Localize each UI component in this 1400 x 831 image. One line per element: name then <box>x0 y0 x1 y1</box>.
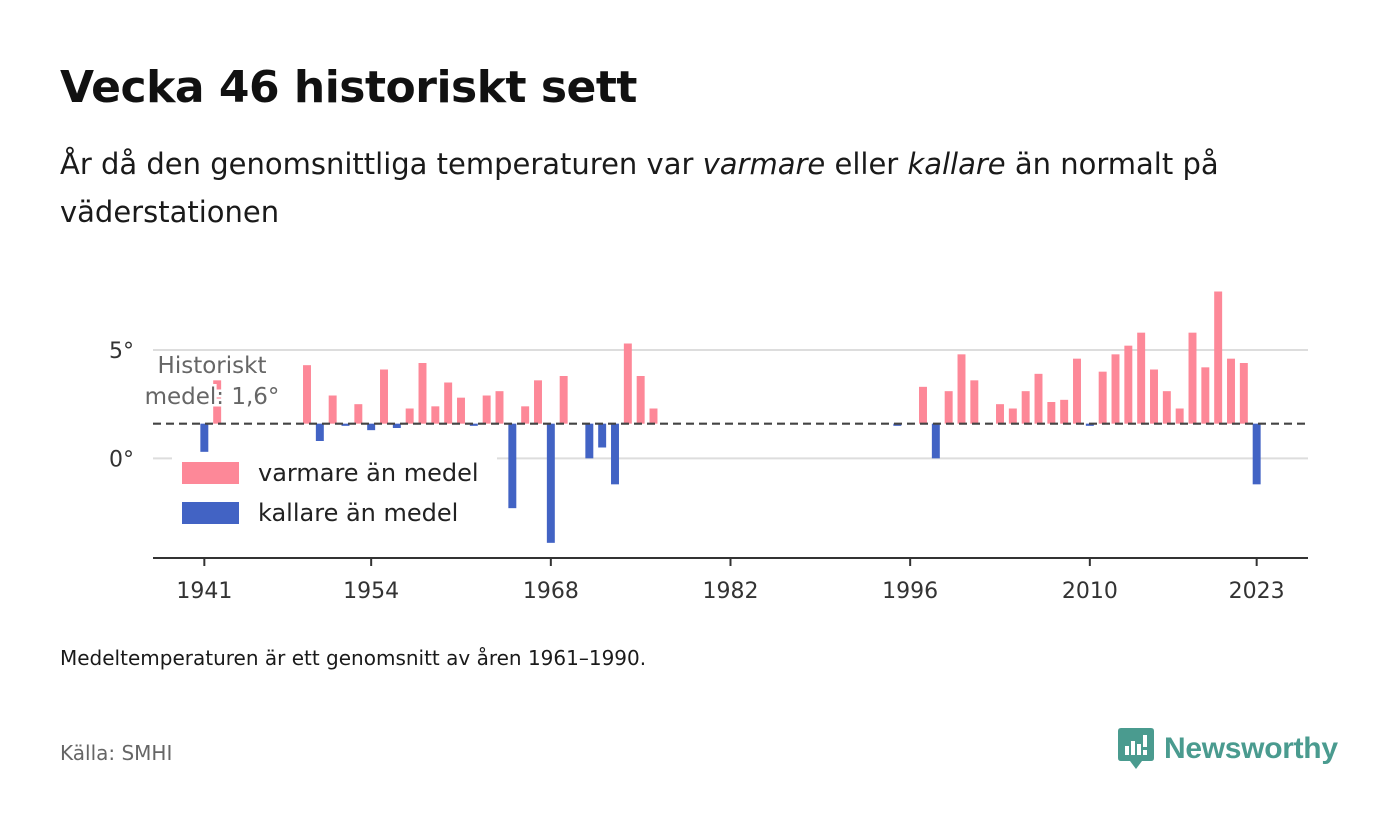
bar-warm <box>1239 363 1248 424</box>
bar-warm <box>623 343 632 424</box>
bar-warm <box>457 397 465 424</box>
subtitle-text-3: än normalt på väderstationen <box>60 147 1219 229</box>
bar-warm <box>1124 345 1133 424</box>
mean-label-line2: medel: 1,6° <box>145 384 280 410</box>
bar-warm <box>957 354 966 424</box>
bar-cold <box>341 423 350 426</box>
bar-warm <box>354 404 363 424</box>
bar-cold <box>469 423 478 426</box>
chart-subtitle: År då den genomsnittliga temperaturen va… <box>60 140 1300 236</box>
legend-label-warm: varmare än medel <box>258 459 479 487</box>
bar-cold <box>508 423 517 509</box>
bar-warm <box>1214 291 1223 424</box>
legend-swatch-cold <box>182 502 239 524</box>
x-tick-label: 1968 <box>523 579 579 604</box>
bar-warm <box>444 382 453 424</box>
brand-name: Newsworthy <box>1164 732 1338 765</box>
subtitle-warm-word: varmare <box>702 147 826 181</box>
bar-warm <box>649 408 658 424</box>
bar-cold <box>200 423 209 452</box>
y-tick-label: 5° <box>109 339 134 364</box>
bar-cold <box>598 423 607 448</box>
bar-cold <box>315 423 324 441</box>
bar-warm <box>944 391 953 424</box>
newsworthy-brand: Newsworthy <box>1118 728 1338 770</box>
bar-warm <box>380 369 388 424</box>
bar-warm <box>1150 369 1158 424</box>
bar-warm <box>1137 332 1146 424</box>
bar-warm <box>495 391 504 424</box>
bar-warm <box>1034 373 1043 424</box>
source-credit: Källa: SMHI <box>60 741 173 765</box>
bar-cold <box>367 423 376 431</box>
bar-warm <box>636 376 645 424</box>
bar-warm <box>431 406 440 424</box>
bar-cold <box>931 423 940 459</box>
bar-warm <box>1111 354 1120 424</box>
x-tick-label: 1954 <box>343 579 399 604</box>
subtitle-cold-word: kallare <box>907 147 1006 181</box>
x-tick-label: 2023 <box>1229 579 1285 604</box>
bar-warm <box>970 380 979 424</box>
bar-warm <box>1008 408 1017 424</box>
bar-warm <box>1201 367 1210 424</box>
bar-warm <box>1098 371 1107 424</box>
temperature-bar-chart: Historiskt medel: 1,6° 0° 5° 1941 1954 1968 198… <box>109 291 1308 604</box>
bar-warm <box>559 376 568 424</box>
bar-warm <box>1021 391 1030 424</box>
bar-warm <box>418 363 427 424</box>
bar-warm <box>996 404 1004 424</box>
bar-cold <box>1252 423 1261 485</box>
bar-warm <box>1060 399 1069 424</box>
bar-warm <box>1162 391 1171 424</box>
newsworthy-logo-icon <box>1118 728 1154 769</box>
bar-warm <box>328 395 337 424</box>
legend-swatch-warm <box>182 462 239 484</box>
bar-warm <box>1047 402 1056 424</box>
bar-warm <box>521 406 530 424</box>
x-tick-label: 1982 <box>703 579 759 604</box>
legend-label-cold: kallare än medel <box>258 499 458 527</box>
bar-warm <box>405 408 414 424</box>
bar-cold <box>585 423 594 459</box>
methodology-note: Medeltemperaturen är ett genomsnitt av å… <box>60 646 647 670</box>
subtitle-text-2: eller <box>825 147 908 181</box>
x-tick-label: 2010 <box>1062 579 1118 604</box>
y-tick-label: 0° <box>109 447 134 472</box>
bar-cold <box>546 423 555 543</box>
bar-cold <box>611 423 619 485</box>
bar-warm <box>482 395 491 424</box>
bar-cold <box>392 423 401 428</box>
x-tick-label: 1996 <box>882 579 938 604</box>
bar-warm <box>1188 332 1197 424</box>
bar-warm <box>1227 358 1235 424</box>
bar-warm <box>919 386 927 424</box>
chart-title: Vecka 46 historiskt sett <box>60 62 637 113</box>
bar-warm <box>213 380 222 424</box>
mean-label-line1: Historiskt <box>158 353 267 379</box>
bar-warm <box>534 380 542 424</box>
x-tick-label: 1941 <box>176 579 232 604</box>
bar-warm <box>303 365 311 424</box>
bar-warm <box>1175 408 1184 424</box>
bar-warm <box>1073 358 1081 424</box>
subtitle-text-1: År då den genomsnittliga temperaturen va… <box>60 147 703 181</box>
